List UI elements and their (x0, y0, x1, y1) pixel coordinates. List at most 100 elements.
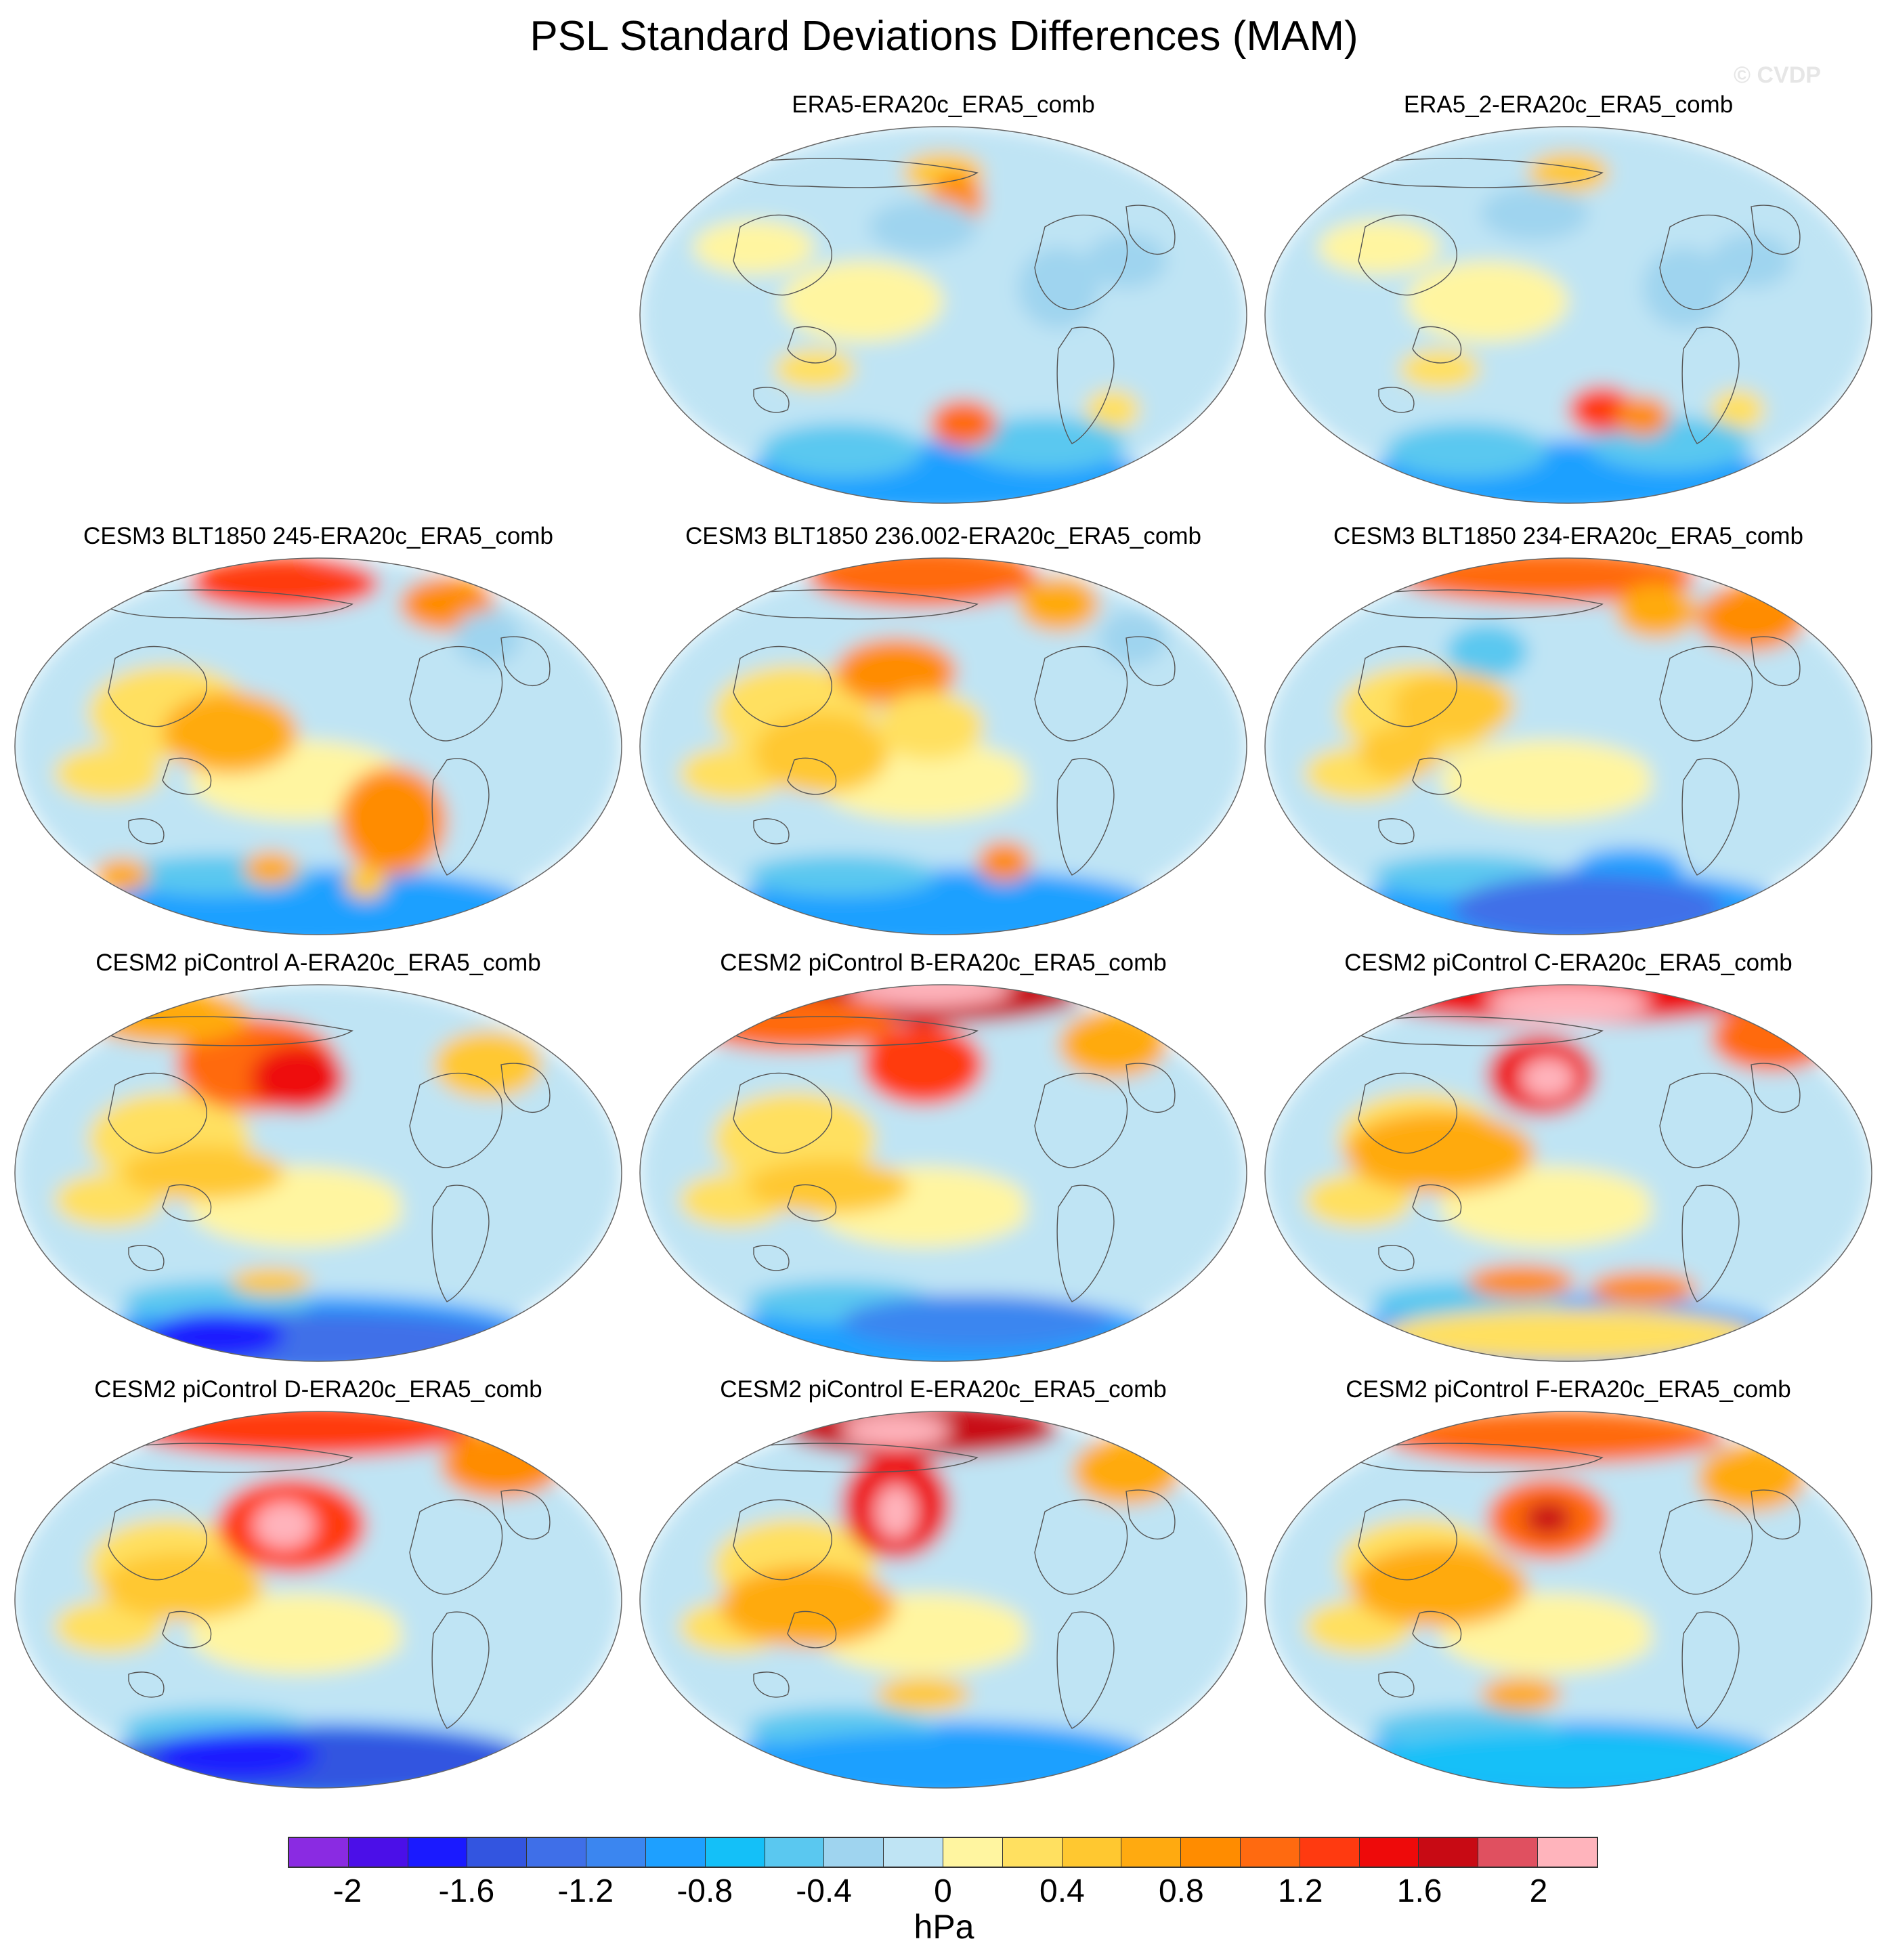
coastline (1034, 1499, 1128, 1595)
coastline (1659, 1499, 1753, 1595)
coastline (1751, 1489, 1801, 1539)
colorbar-tick-label: 0 (934, 1873, 952, 1909)
panel-title: CESM2 piControl D-ERA20c_ERA5_comb (94, 1376, 542, 1403)
anomaly-field (251, 1044, 345, 1112)
coastline (500, 1489, 551, 1539)
map-panel (1264, 984, 1872, 1362)
panel-title: ERA5_2-ERA20c_ERA5_comb (1403, 91, 1734, 118)
anomaly-field (1589, 1271, 1697, 1305)
anomaly-field (190, 1593, 406, 1674)
map-panel (639, 1411, 1247, 1789)
map-border (14, 557, 622, 935)
colorbar-box (527, 1838, 587, 1867)
anomaly-field (1650, 1586, 1758, 1667)
panel-title: CESM2 piControl A-ERA20c_ERA5_comb (95, 950, 541, 976)
coastline (733, 1499, 832, 1581)
anomaly-field (930, 400, 997, 447)
colorbar-box (467, 1838, 528, 1867)
colorbar-box (765, 1838, 825, 1867)
anomaly-field (1697, 1444, 1805, 1512)
coastline (162, 757, 212, 795)
map-panel (1264, 557, 1872, 935)
coastline (1056, 1611, 1115, 1729)
anomaly-field (842, 1295, 1113, 1349)
coastline (1034, 214, 1128, 310)
coastline (1344, 1016, 1604, 1046)
anomaly-field (774, 349, 855, 389)
anomaly-field (156, 1732, 318, 1779)
anomaly-field (1018, 577, 1099, 631)
anomaly-field (781, 261, 943, 342)
coastline (93, 1443, 353, 1473)
anomaly-field (1304, 1173, 1413, 1227)
coastline (1659, 214, 1753, 310)
panel-title: CESM2 piControl F-ERA20c_ERA5_comb (1346, 1376, 1791, 1403)
coastline (1659, 1072, 1753, 1168)
coastline (733, 645, 832, 727)
anomaly-field (747, 1159, 909, 1214)
anomaly-field (1440, 1166, 1656, 1248)
coastline (733, 1072, 832, 1154)
coastline (753, 1245, 790, 1271)
anomaly-field (149, 1312, 284, 1359)
anomaly-field (254, 1501, 315, 1549)
anomaly-field (977, 841, 1031, 882)
coastline (409, 1072, 503, 1168)
anomaly-field (400, 1159, 508, 1241)
anomaly-field (1025, 1159, 1133, 1241)
colorbar-units: hPa (914, 1908, 974, 1946)
anomaly-field (433, 1031, 542, 1099)
coastline (162, 1184, 212, 1222)
map-panel (14, 1411, 622, 1789)
coastline (162, 1611, 212, 1648)
coastline (128, 1671, 165, 1698)
anomaly-field (1345, 1112, 1535, 1193)
panel-title: CESM3 BLT1850 245-ERA20c_ERA5_comb (83, 523, 553, 549)
coastline (718, 1016, 979, 1046)
coastline (1125, 205, 1176, 255)
coastline (108, 1499, 207, 1581)
coastline (753, 387, 790, 413)
anomaly-field (1711, 389, 1765, 430)
map-panel (14, 984, 622, 1362)
colorbar-box (943, 1838, 1003, 1867)
anomaly-field (1099, 611, 1167, 665)
coastline (787, 1611, 837, 1648)
anomaly-field (1487, 985, 1650, 1024)
coastline (500, 1063, 551, 1113)
map-border (14, 1411, 622, 1789)
anomaly-field (1440, 740, 1656, 821)
anomaly-field (1379, 1308, 1758, 1361)
colorbar-box (1241, 1838, 1300, 1867)
colorbar-box (586, 1838, 646, 1867)
coastline (1751, 1063, 1801, 1113)
colorbar-box (1300, 1838, 1360, 1867)
coastline (1751, 636, 1801, 686)
anomaly-field (95, 858, 149, 892)
coastline (718, 1443, 979, 1473)
anomaly-field (876, 692, 984, 760)
coastline (128, 818, 165, 845)
coastline (1412, 326, 1462, 364)
map-panel (639, 557, 1247, 935)
colorbar-box (1478, 1838, 1539, 1867)
colorbar-box (884, 1838, 943, 1867)
colorbar-box (1359, 1838, 1419, 1867)
coastline (1344, 589, 1604, 620)
colorbar-tick-label: 1.2 (1277, 1873, 1323, 1909)
coastline (1056, 758, 1115, 876)
anomaly-field (1467, 1264, 1575, 1298)
coastline (431, 1185, 490, 1302)
anomaly-field (760, 423, 923, 477)
map-panel (14, 557, 622, 935)
coastline (1358, 1072, 1457, 1154)
anomaly-field (339, 767, 447, 875)
anomaly-field (1386, 423, 1548, 477)
panel-title: CESM2 piControl C-ERA20c_ERA5_comb (1344, 950, 1793, 976)
anomaly-field (1406, 261, 1568, 342)
anomaly-field (230, 1268, 312, 1295)
colorbar-box (1419, 1838, 1479, 1867)
anomaly-field (1025, 733, 1133, 814)
anomaly-field (1392, 672, 1514, 740)
anomaly-field (876, 1485, 916, 1539)
